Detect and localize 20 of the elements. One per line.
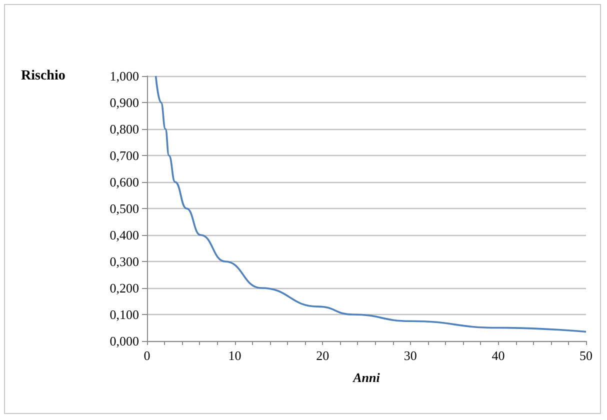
- x-axis-title: Anni: [352, 370, 380, 385]
- line-series: [154, 75, 587, 333]
- y-tick-label: 0,700: [110, 148, 139, 163]
- x-tick-label: 0: [144, 348, 150, 363]
- y-tick-label: 0,300: [110, 254, 139, 269]
- y-tick-label: 0,100: [110, 307, 139, 322]
- y-tick-label: 0,200: [110, 280, 139, 296]
- y-tick-label: 0,900: [110, 95, 139, 110]
- y-tick-label: 0,500: [110, 201, 139, 216]
- y-tick-label: 0,000: [110, 334, 139, 348]
- x-tick-label: 50: [580, 348, 592, 363]
- x-tick-label: 30: [404, 348, 417, 363]
- x-tick-label: 10: [228, 348, 242, 363]
- y-axis-title: Rischio: [21, 68, 66, 84]
- y-tick-label: 0,400: [110, 228, 139, 242]
- x-tick-label: 40: [492, 348, 505, 363]
- x-tick-label: 20: [316, 348, 330, 363]
- y-tick-label: 0,600: [110, 174, 139, 190]
- y-tick-label: 1,000: [110, 68, 139, 84]
- y-tick-label: 0,800: [110, 122, 139, 136]
